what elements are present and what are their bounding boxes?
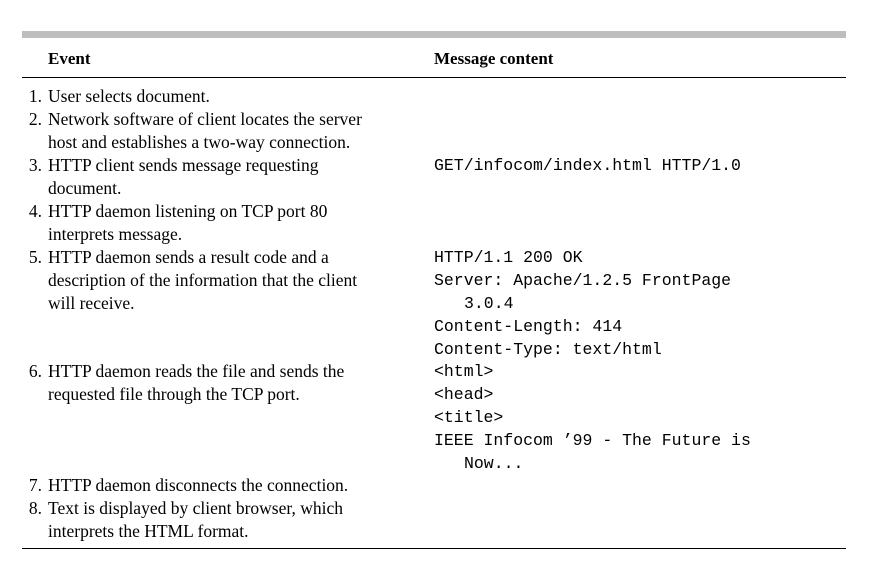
event-text: HTTP daemon reads the file and sends the [48, 361, 345, 381]
event-text: document. [48, 178, 122, 198]
message-text: GET/infocom/index.html HTTP/1.0 [434, 156, 741, 175]
event-text: User selects document. [48, 86, 210, 106]
message-text: Content-Length: 414 [434, 317, 623, 336]
message-text: <title> [434, 408, 504, 427]
event-text: interprets message. [48, 224, 183, 244]
bottom-rule [22, 548, 846, 549]
row-number: 1. [28, 86, 42, 106]
header-event: Event [48, 49, 91, 68]
message-text: <html> [434, 362, 494, 381]
row-number: 5. [28, 247, 42, 267]
message-text: 3.0.4 [464, 294, 514, 313]
header-rule [22, 77, 846, 78]
event-text: HTTP client sends message requesting [48, 155, 319, 175]
event-text: will receive. [48, 293, 135, 313]
event-text: Network software of client locates the s… [48, 109, 362, 129]
row-number: 4. [28, 201, 42, 221]
row-number: 8. [28, 498, 42, 518]
message-text: Content-Type: text/html [434, 340, 662, 359]
header-message-content: Message content [434, 49, 554, 68]
row-number: 3. [28, 155, 42, 175]
event-text: HTTP daemon listening on TCP port 80 [48, 201, 328, 221]
event-text: interprets the HTML format. [48, 521, 249, 541]
event-text: HTTP daemon disconnects the connection. [48, 475, 349, 495]
message-text: IEEE Infocom ’99 - The Future is [434, 431, 751, 450]
message-text: HTTP/1.1 200 OK [434, 248, 583, 267]
top-rule [22, 31, 846, 38]
message-text: <head> [434, 385, 494, 404]
event-text: HTTP daemon sends a result code and a [48, 247, 329, 267]
message-text: Server: Apache/1.2.5 FrontPage [434, 271, 732, 290]
event-text: description of the information that the … [48, 270, 358, 290]
row-number: 7. [28, 475, 42, 495]
event-text: requested file through the TCP port. [48, 384, 300, 404]
event-text: Text is displayed by client browser, whi… [48, 498, 344, 518]
row-number: 6. [28, 361, 42, 381]
message-text: Now... [464, 454, 524, 473]
event-text: host and establishes a two-way connectio… [48, 132, 351, 152]
row-number: 2. [28, 109, 42, 129]
